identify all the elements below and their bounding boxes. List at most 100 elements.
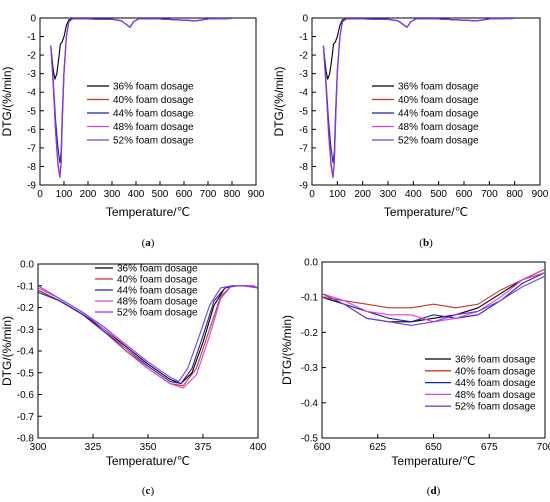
y-tick-label: 0 bbox=[30, 14, 36, 25]
y-tick-label: -3 bbox=[299, 69, 308, 80]
y-tick-label: -1 bbox=[27, 32, 36, 43]
x-tick-label: 400 bbox=[405, 189, 422, 200]
x-axis-title: Temperature/℃ bbox=[391, 454, 475, 468]
x-axis-title: Temperature/℃ bbox=[106, 205, 190, 219]
y-axis-title: DTG/(%/min) bbox=[280, 315, 294, 385]
series-line bbox=[322, 268, 545, 309]
chart-panel-a: 0 100 200 300 400 500 600 700 800 900 -9 -8 -7 -6 -5 -4… bbox=[0, 14, 265, 250]
x-tick-label: 0 bbox=[309, 189, 315, 200]
chart-panel-c: 300 325 350 375 400 -0.8 -0.7 -0.6 -0.5 -0.4 -0.3 -… bbox=[0, 260, 267, 498]
panel-label: (b) bbox=[419, 237, 433, 249]
y-tick-label: -8 bbox=[27, 162, 36, 173]
y-tick-label: -0.6 bbox=[17, 390, 35, 401]
series-group bbox=[38, 285, 258, 389]
x-tick-label: 800 bbox=[506, 189, 523, 200]
y-tick-label: -2 bbox=[299, 51, 308, 62]
x-tick-label: 300 bbox=[380, 189, 397, 200]
x-tick-label: 400 bbox=[128, 189, 145, 200]
x-tick-label: 700 bbox=[200, 189, 217, 200]
x-tick-label: 600 bbox=[176, 189, 193, 200]
series-line bbox=[322, 18, 515, 179]
legend-label: 48% foam dosage bbox=[398, 122, 479, 133]
y-tick-label: -0.5 bbox=[17, 368, 35, 379]
y-tick-label: -7 bbox=[299, 143, 308, 154]
y-tick-label: -0.1 bbox=[301, 293, 319, 304]
chart-panel-d: 600 625 650 675 700 -0.5 -0.4 -0.3 -0.2 -0.1 0.0 Te… bbox=[280, 258, 550, 498]
series-line bbox=[38, 285, 258, 385]
y-tick-label: -0.7 bbox=[17, 412, 35, 423]
x-axis-title: Temperature/℃ bbox=[384, 205, 468, 219]
legend-label: 52% foam dosage bbox=[455, 402, 536, 413]
series-line bbox=[50, 18, 233, 80]
x-tick-label: 800 bbox=[224, 189, 241, 200]
y-tick-label: -5 bbox=[27, 106, 36, 117]
legend-label: 48% foam dosage bbox=[117, 297, 198, 308]
x-tick-label: 500 bbox=[430, 189, 447, 200]
y-tick-label: 0.0 bbox=[20, 260, 34, 271]
y-tick-label: -9 bbox=[299, 181, 308, 192]
x-tick-label: 300 bbox=[30, 442, 47, 453]
y-tick-label: -0.4 bbox=[301, 398, 319, 409]
series-group bbox=[50, 18, 233, 179]
legend-label: 44% foam dosage bbox=[455, 378, 536, 389]
legend-label: 40% foam dosage bbox=[113, 95, 194, 106]
y-tick-label: -0.8 bbox=[17, 434, 35, 445]
x-tick-label: 400 bbox=[250, 442, 267, 453]
x-tick-label: 900 bbox=[248, 189, 265, 200]
x-tick-label: 100 bbox=[329, 189, 346, 200]
y-tick-label: -7 bbox=[27, 143, 36, 154]
y-tick-label: 0.0 bbox=[304, 258, 318, 269]
y-tick-label: -9 bbox=[27, 181, 36, 192]
y-axis-title: DTG/(%/min) bbox=[0, 316, 14, 386]
y-axis-title: DTG/(%/min) bbox=[272, 67, 286, 137]
legend-label: 36% foam dosage bbox=[398, 82, 479, 93]
x-tick-label: 700 bbox=[481, 189, 498, 200]
x-tick-label: 700 bbox=[537, 442, 550, 453]
y-tick-label: -2 bbox=[27, 51, 36, 62]
y-tick-label: 0 bbox=[302, 14, 308, 25]
x-tick-label: 300 bbox=[104, 189, 121, 200]
series-line bbox=[38, 285, 258, 382]
legend-label: 48% foam dosage bbox=[455, 390, 536, 401]
x-tick-label: 100 bbox=[56, 189, 73, 200]
x-tick-label: 375 bbox=[195, 442, 212, 453]
y-tick-label: -1 bbox=[299, 32, 308, 43]
y-tick-label: -0.2 bbox=[301, 328, 319, 339]
panel-label: (c) bbox=[142, 485, 155, 497]
x-tick-label: 900 bbox=[532, 189, 549, 200]
series-line bbox=[322, 18, 515, 80]
legend-label: 40% foam dosage bbox=[455, 366, 536, 377]
y-tick-label: -6 bbox=[299, 125, 308, 136]
legend-label: 52% foam dosage bbox=[398, 136, 479, 147]
x-tick-label: 325 bbox=[85, 442, 102, 453]
legend-label: 52% foam dosage bbox=[113, 136, 194, 147]
x-tick-label: 600 bbox=[456, 189, 473, 200]
series-line bbox=[50, 18, 233, 179]
x-tick-label: 200 bbox=[80, 189, 97, 200]
legend-label: 44% foam dosage bbox=[113, 109, 194, 120]
y-tick-label: -4 bbox=[27, 88, 36, 99]
panel-label: (d) bbox=[427, 485, 441, 497]
series-line bbox=[322, 275, 545, 326]
series-line bbox=[322, 272, 545, 323]
x-tick-label: 350 bbox=[140, 442, 157, 453]
y-tick-label: -3 bbox=[27, 69, 36, 80]
legend-label: 40% foam dosage bbox=[398, 95, 479, 106]
y-tick-label: -0.1 bbox=[17, 281, 35, 292]
x-tick-label: 0 bbox=[37, 189, 43, 200]
series-group bbox=[322, 18, 515, 179]
y-tick-label: -0.3 bbox=[301, 363, 319, 374]
y-tick-label: -0.5 bbox=[301, 434, 319, 445]
x-tick-label: 500 bbox=[152, 189, 169, 200]
x-axis-title: Temperature/℃ bbox=[106, 454, 190, 468]
plot-frame bbox=[311, 17, 541, 186]
y-tick-label: -5 bbox=[299, 106, 308, 117]
chart-panel-b: 0 100 200 300 400 500 600 700 800 900 -9 -8 -7 -6 -5 -4… bbox=[272, 14, 549, 250]
y-tick-label: -0.3 bbox=[17, 325, 35, 336]
legend-label: 48% foam dosage bbox=[113, 122, 194, 133]
legend-label: 36% foam dosage bbox=[455, 355, 536, 366]
